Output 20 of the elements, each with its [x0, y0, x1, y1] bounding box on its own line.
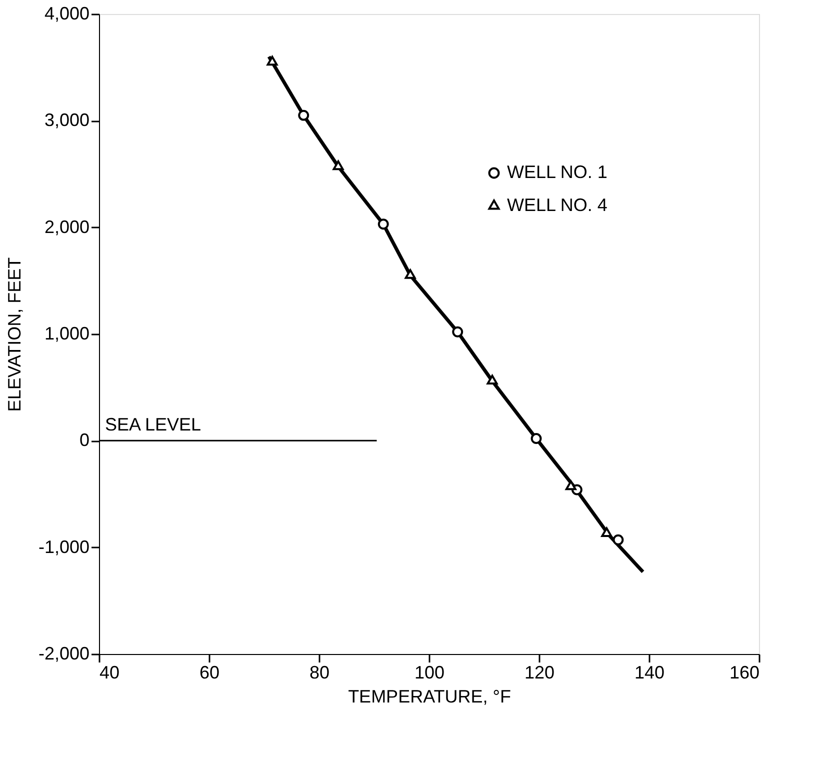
y-tick-label: -2,000 [38, 644, 90, 664]
x-tick-label: 100 [414, 662, 445, 682]
x-tick-label: 40 [100, 662, 120, 682]
y-tick-label: 4,000 [44, 4, 90, 24]
x-axis-title: TEMPERATURE, °F [348, 686, 511, 706]
x-tick-label: 160 [729, 662, 760, 682]
y-tick-label: -1,000 [38, 536, 90, 557]
x-tick-label: 60 [199, 662, 220, 682]
x-tick-label: 80 [309, 662, 330, 682]
y-tick-label: 0 [79, 430, 90, 450]
y-tick-label: 1,000 [44, 324, 90, 344]
y-tick-label: 2,000 [44, 216, 90, 237]
series-label: SEA LEVEL [105, 414, 202, 435]
x-tick-label: 120 [524, 662, 555, 682]
x-tick-label: 140 [634, 662, 665, 682]
legend-label: WELL NO. 4 [507, 195, 608, 215]
legend-label: WELL NO. 1 [507, 162, 608, 182]
y-axis-title: ELEVATION, FEET [4, 257, 24, 412]
y-tick-label: 3,000 [44, 110, 90, 130]
line-series [266, 54, 645, 574]
